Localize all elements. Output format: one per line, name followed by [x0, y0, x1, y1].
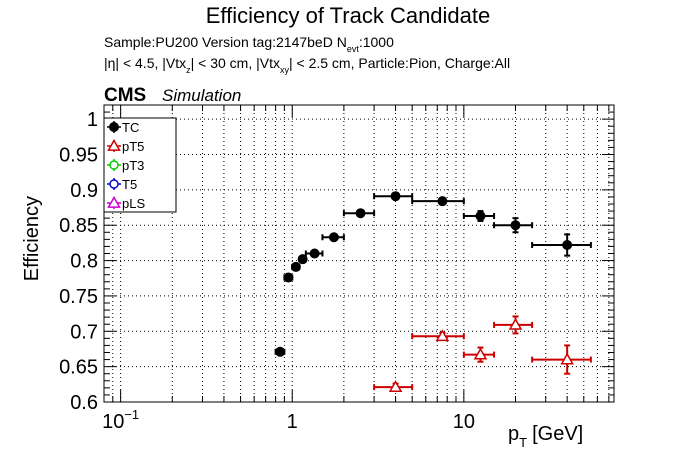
data-point-marker	[435, 329, 450, 342]
x-tick-label: 1	[287, 411, 298, 433]
y-tick-label: 0.8	[70, 251, 98, 273]
legend-entry-pLS: pLS	[107, 195, 145, 211]
cuts-sub: z	[186, 65, 191, 75]
y-tick-label: 0.7	[70, 321, 98, 343]
data-point-pT5	[462, 346, 496, 363]
data-point-TC	[373, 191, 414, 202]
data-point-TC	[274, 346, 286, 357]
x-axis-title: pT [GeV]	[508, 423, 583, 450]
legend-entry-pT3: pT3	[107, 158, 144, 173]
data-point-TC	[411, 196, 465, 207]
cuts-part: |η| < 4.5, |Vtx	[104, 55, 186, 71]
data-point-marker	[297, 254, 308, 265]
data-point-marker	[355, 208, 366, 219]
legend-entry-T5: T5	[107, 177, 137, 192]
y-tick-label: 1	[87, 109, 98, 131]
data-point-marker	[290, 261, 301, 272]
data-point-marker	[510, 220, 521, 231]
x-tick-label-base: 10	[102, 411, 124, 433]
x-tick-label: 10	[453, 411, 475, 433]
data-points	[274, 191, 592, 393]
x-tick-label: 10−1	[102, 407, 139, 433]
legend-label: pT3	[122, 158, 144, 173]
data-point-TC	[531, 233, 592, 257]
sample-info: Sample:PU200 Version tag:2147beD Nevt:10…	[104, 34, 394, 54]
y-tick-label: 0.85	[59, 215, 98, 237]
sample-info-sub: evt	[347, 44, 360, 54]
data-point-pT5	[531, 344, 592, 375]
cms-label: CMS	[104, 85, 146, 106]
data-point-marker	[437, 196, 448, 207]
legend-entry-TC: TC	[107, 120, 139, 135]
y-axis-title: Efficiency	[21, 196, 43, 281]
legend: TC pT5 pT3 T5 pLS	[103, 117, 177, 213]
y-tick-label: 0.95	[59, 145, 98, 167]
data-point-TC	[493, 217, 534, 234]
plot-frame	[103, 104, 615, 403]
data-point-TC	[283, 272, 294, 283]
x-tick-label-base: 10	[453, 411, 475, 433]
data-point-marker	[283, 272, 294, 283]
data-point-TC	[342, 208, 376, 219]
data-point-pT5	[411, 329, 465, 342]
axis-ticks	[103, 105, 614, 403]
data-point-marker	[109, 179, 119, 189]
legend-label: T5	[122, 177, 137, 192]
simulation-label: Simulation	[162, 86, 241, 105]
data-point-marker	[107, 138, 121, 151]
data-point-TC	[297, 254, 308, 265]
data-point-pT5	[373, 380, 414, 393]
data-point-marker	[328, 232, 339, 243]
y-tick-label: 0.65	[59, 357, 98, 379]
x-axis-title-unit: [GeV]	[532, 423, 583, 445]
legend-label: TC	[122, 120, 139, 135]
x-axis-title-main: p	[508, 423, 519, 445]
sample-info-suffix: :1000	[359, 34, 394, 50]
data-point-TC	[290, 261, 301, 272]
data-point-marker	[508, 317, 523, 330]
data-point-marker	[309, 248, 320, 259]
data-point-TC	[321, 232, 345, 243]
data-point-marker	[562, 240, 573, 251]
data-point-marker	[275, 346, 286, 357]
data-point-marker	[107, 195, 121, 208]
data-point-marker	[109, 122, 119, 132]
data-point-marker	[473, 347, 488, 360]
legend-label: pLS	[122, 196, 145, 211]
x-tick-label-base: 1	[287, 411, 298, 433]
sample-info-main: Sample:PU200 Version tag:2147beD N	[104, 34, 347, 50]
legend-label: pT5	[122, 139, 144, 154]
data-point-TC	[462, 210, 496, 222]
data-point-marker	[388, 380, 403, 393]
cuts-info: |η| < 4.5, |Vtxz| < 30 cm, |Vtxxy| < 2.5…	[104, 55, 510, 75]
data-point-marker	[390, 191, 401, 202]
cuts-part: | < 30 cm, |Vtx	[191, 55, 280, 71]
y-tick-label: 0.9	[70, 180, 98, 202]
data-point-marker	[560, 352, 574, 365]
chart-title: Efficiency of Track Candidate	[206, 3, 491, 28]
data-point-TC	[304, 248, 324, 259]
cuts-sub: xy	[280, 65, 290, 75]
y-tick-label: 0.75	[59, 286, 98, 308]
data-point-marker	[109, 160, 119, 170]
x-axis-title-sub: T	[519, 435, 527, 450]
data-point-pT5	[493, 315, 534, 335]
legend-entry-pT5: pT5	[107, 138, 144, 154]
cuts-part: | < 2.5 cm, Particle:Pion, Charge:All	[289, 55, 510, 71]
y-tick-label: 0.6	[70, 392, 98, 414]
grid	[103, 105, 614, 403]
x-tick-label-exp: −1	[124, 407, 139, 422]
data-point-marker	[475, 211, 486, 222]
